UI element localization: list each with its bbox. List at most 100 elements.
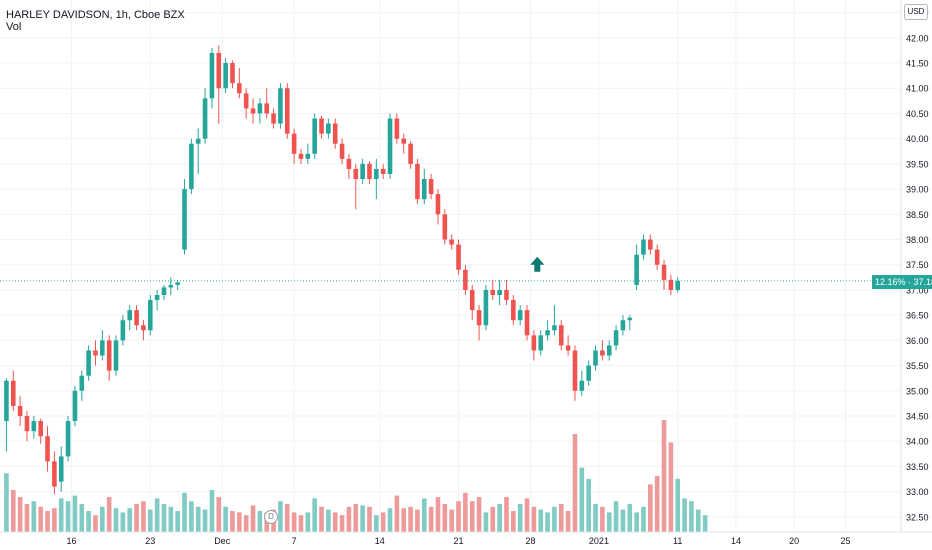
candle-body xyxy=(600,350,605,356)
volume-bar xyxy=(442,504,448,532)
candle-body xyxy=(223,63,228,89)
candle-body xyxy=(31,421,37,432)
candle-body xyxy=(168,284,174,288)
volume-bar xyxy=(182,492,187,532)
candle-body xyxy=(408,143,413,164)
time-axis[interactable]: 16 23 Dec 7 14 21 28 2021 11 14 20 25 xyxy=(66,536,850,546)
volume-bar xyxy=(86,511,91,532)
candle-body xyxy=(449,239,454,245)
candle-body xyxy=(127,310,133,321)
candle-body xyxy=(634,254,639,285)
volume-bar xyxy=(380,512,386,532)
candle-body xyxy=(538,335,544,351)
price-tick-label: 42.00 xyxy=(906,33,929,43)
time-tick-label: 16 xyxy=(66,536,76,546)
volume-bar xyxy=(654,476,660,532)
volume-bar xyxy=(202,509,208,532)
currency-button[interactable]: USD xyxy=(904,4,928,20)
time-tick-label: 11 xyxy=(673,536,682,546)
volume-bar xyxy=(17,497,23,532)
volume-bar xyxy=(593,504,598,532)
volume-bar xyxy=(469,501,475,532)
candle-body xyxy=(278,88,283,124)
candle-body xyxy=(38,421,43,437)
volume-bar xyxy=(154,498,160,532)
candle-body xyxy=(620,320,626,331)
volume-bar xyxy=(689,501,694,532)
volume-bar xyxy=(579,467,585,532)
price-tick-label: 35.00 xyxy=(906,386,929,396)
volume-bar xyxy=(661,420,667,532)
price-tick-label: 39.00 xyxy=(906,185,929,195)
price-tick-label: 38.00 xyxy=(906,235,929,245)
up-arrow-icon xyxy=(530,256,545,272)
volume-bar xyxy=(120,512,126,532)
candle-body xyxy=(305,153,311,159)
candle-body xyxy=(161,287,167,295)
volume-bar xyxy=(565,511,571,532)
volume-bar xyxy=(65,501,71,532)
volume-bar xyxy=(456,501,461,532)
volume-bar xyxy=(490,506,496,532)
price-tick-label: 40.50 xyxy=(906,109,929,119)
candle-body xyxy=(65,421,71,457)
volume-bar xyxy=(209,490,215,532)
time-tick-label: 2021 xyxy=(589,536,609,546)
volume-bar xyxy=(374,515,379,532)
volume-bar xyxy=(298,515,304,532)
candle-body xyxy=(613,330,619,346)
candle-body xyxy=(332,123,338,144)
volume-bar xyxy=(141,501,146,532)
candle-body xyxy=(435,194,441,215)
volume-bar xyxy=(620,509,626,532)
candle-body xyxy=(58,456,64,482)
candle-body xyxy=(675,280,681,290)
volume-bar xyxy=(305,512,311,532)
time-tick-label: 23 xyxy=(145,536,155,546)
candle-body xyxy=(545,330,550,336)
price-tick-label: 34.50 xyxy=(906,412,929,422)
volume-bar xyxy=(531,506,537,532)
candle-body xyxy=(264,103,270,114)
volume-bar xyxy=(93,515,98,532)
dividend-event-icon[interactable]: D xyxy=(264,510,278,524)
volume-bar xyxy=(367,506,372,532)
candle-body xyxy=(627,317,633,321)
volume-bar xyxy=(45,511,50,532)
volume-bar xyxy=(483,512,489,532)
candle-body xyxy=(72,390,78,422)
candle-body xyxy=(531,335,537,351)
candle-body xyxy=(641,239,646,255)
volume-bar xyxy=(332,512,338,532)
volume-bar xyxy=(545,512,550,532)
volume-bar xyxy=(682,498,687,532)
candle-body xyxy=(209,52,215,99)
volume-bar xyxy=(401,508,407,532)
candle-body xyxy=(463,269,468,290)
volume-bar xyxy=(675,478,681,532)
volume-bar xyxy=(476,497,482,532)
candle-body xyxy=(147,300,153,331)
price-tick-label: 39.50 xyxy=(906,159,929,169)
candle-body xyxy=(661,264,667,280)
price-axis[interactable]: 32.50 33.00 33.50 34.00 34.50 35.00 35.50 36.00… xyxy=(906,8,929,522)
candle-body xyxy=(298,153,304,159)
volume-bar xyxy=(250,505,256,532)
volume-indicator-label[interactable]: Vol xyxy=(6,21,22,33)
volume-bar xyxy=(72,495,78,532)
candle-body xyxy=(476,310,482,326)
candle-body xyxy=(326,123,331,134)
candle-body xyxy=(572,350,578,391)
price-tick-label: 32.50 xyxy=(906,512,929,522)
time-tick-label: 28 xyxy=(525,536,535,546)
price-tick-label: 40.00 xyxy=(906,134,929,144)
candle-body xyxy=(428,179,434,195)
candle-body xyxy=(401,138,407,144)
volume-bar xyxy=(538,509,544,532)
candle-body xyxy=(52,461,57,487)
volume-bar xyxy=(4,473,9,532)
candle-body xyxy=(230,63,235,84)
volume-bar xyxy=(339,515,345,532)
volume-bar xyxy=(168,506,174,532)
